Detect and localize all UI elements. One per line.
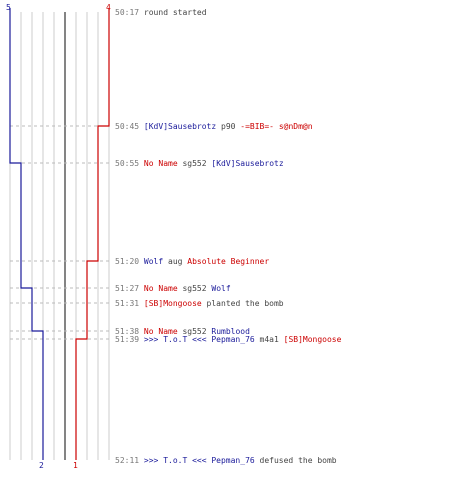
event-text: defused the bomb [259,456,337,465]
player-name: [SB]Mongoose [143,299,202,308]
event-row: 52:11 >>> T.o.T <<< Pepman_76 defused th… [115,456,337,465]
event-text: planted the bomb [206,299,284,308]
event-time: 50:17 [115,8,140,17]
event-text: p90 [221,122,236,131]
player-name: Absolute Beginner [187,257,270,266]
event-time: 51:20 [115,257,140,266]
event-text: round started [143,8,207,17]
player-name: [SB]Mongoose [283,335,342,344]
event-text: m4a1 [259,335,279,344]
event-time: 50:45 [115,122,140,131]
player-name: Rumblood [211,327,250,336]
event-time: 51:31 [115,299,140,308]
t-end-count: 1 [73,461,78,470]
t-alive-line [75,8,110,460]
player-name: -=BIB=- s@nDm@n [240,122,313,131]
event-time: 52:11 [115,456,140,465]
event-row: 51:39 >>> T.o.T <<< Pepman_76 m4a1 [SB]M… [115,335,341,344]
player-name: >>> T.o.T <<< Pepman_76 [143,335,255,344]
player-name: Wolf [143,257,164,266]
event-time: 51:39 [115,335,140,344]
event-text: aug [168,257,183,266]
ct-start-count: 5 [6,3,11,12]
event-row: 51:31 [SB]Mongoose planted the bomb [115,299,284,308]
event-time: 51:27 [115,284,140,293]
player-name: No Name [143,159,178,168]
player-name: >>> T.o.T <<< Pepman_76 [143,456,255,465]
event-text: sg552 [182,327,207,336]
event-time: 50:55 [115,159,140,168]
event-row: 51:27 No Name sg552 Wolf [115,284,231,293]
player-name: No Name [143,284,178,293]
event-row: 51:20 Wolf aug Absolute Beginner [115,257,269,266]
ct-alive-line [9,8,44,460]
event-time: 51:38 [115,327,140,336]
player-name: [KdV]Sausebrotz [211,159,284,168]
event-row: 50:45 [KdV]Sausebrotz p90 -=BIB=- s@nDm@… [115,122,313,131]
player-name: No Name [143,327,178,336]
player-name: [KdV]Sausebrotz [143,122,217,131]
player-name: Wolf [211,284,231,293]
ct-end-count: 2 [39,461,44,470]
event-row: 51:38 No Name sg552 Rumblood [115,327,250,336]
event-row: 50:55 No Name sg552 [KdV]Sausebrotz [115,159,284,168]
t-start-count: 4 [106,3,111,12]
event-row: 50:17 round started [115,8,207,17]
event-text: sg552 [182,284,207,293]
event-text: sg552 [182,159,207,168]
